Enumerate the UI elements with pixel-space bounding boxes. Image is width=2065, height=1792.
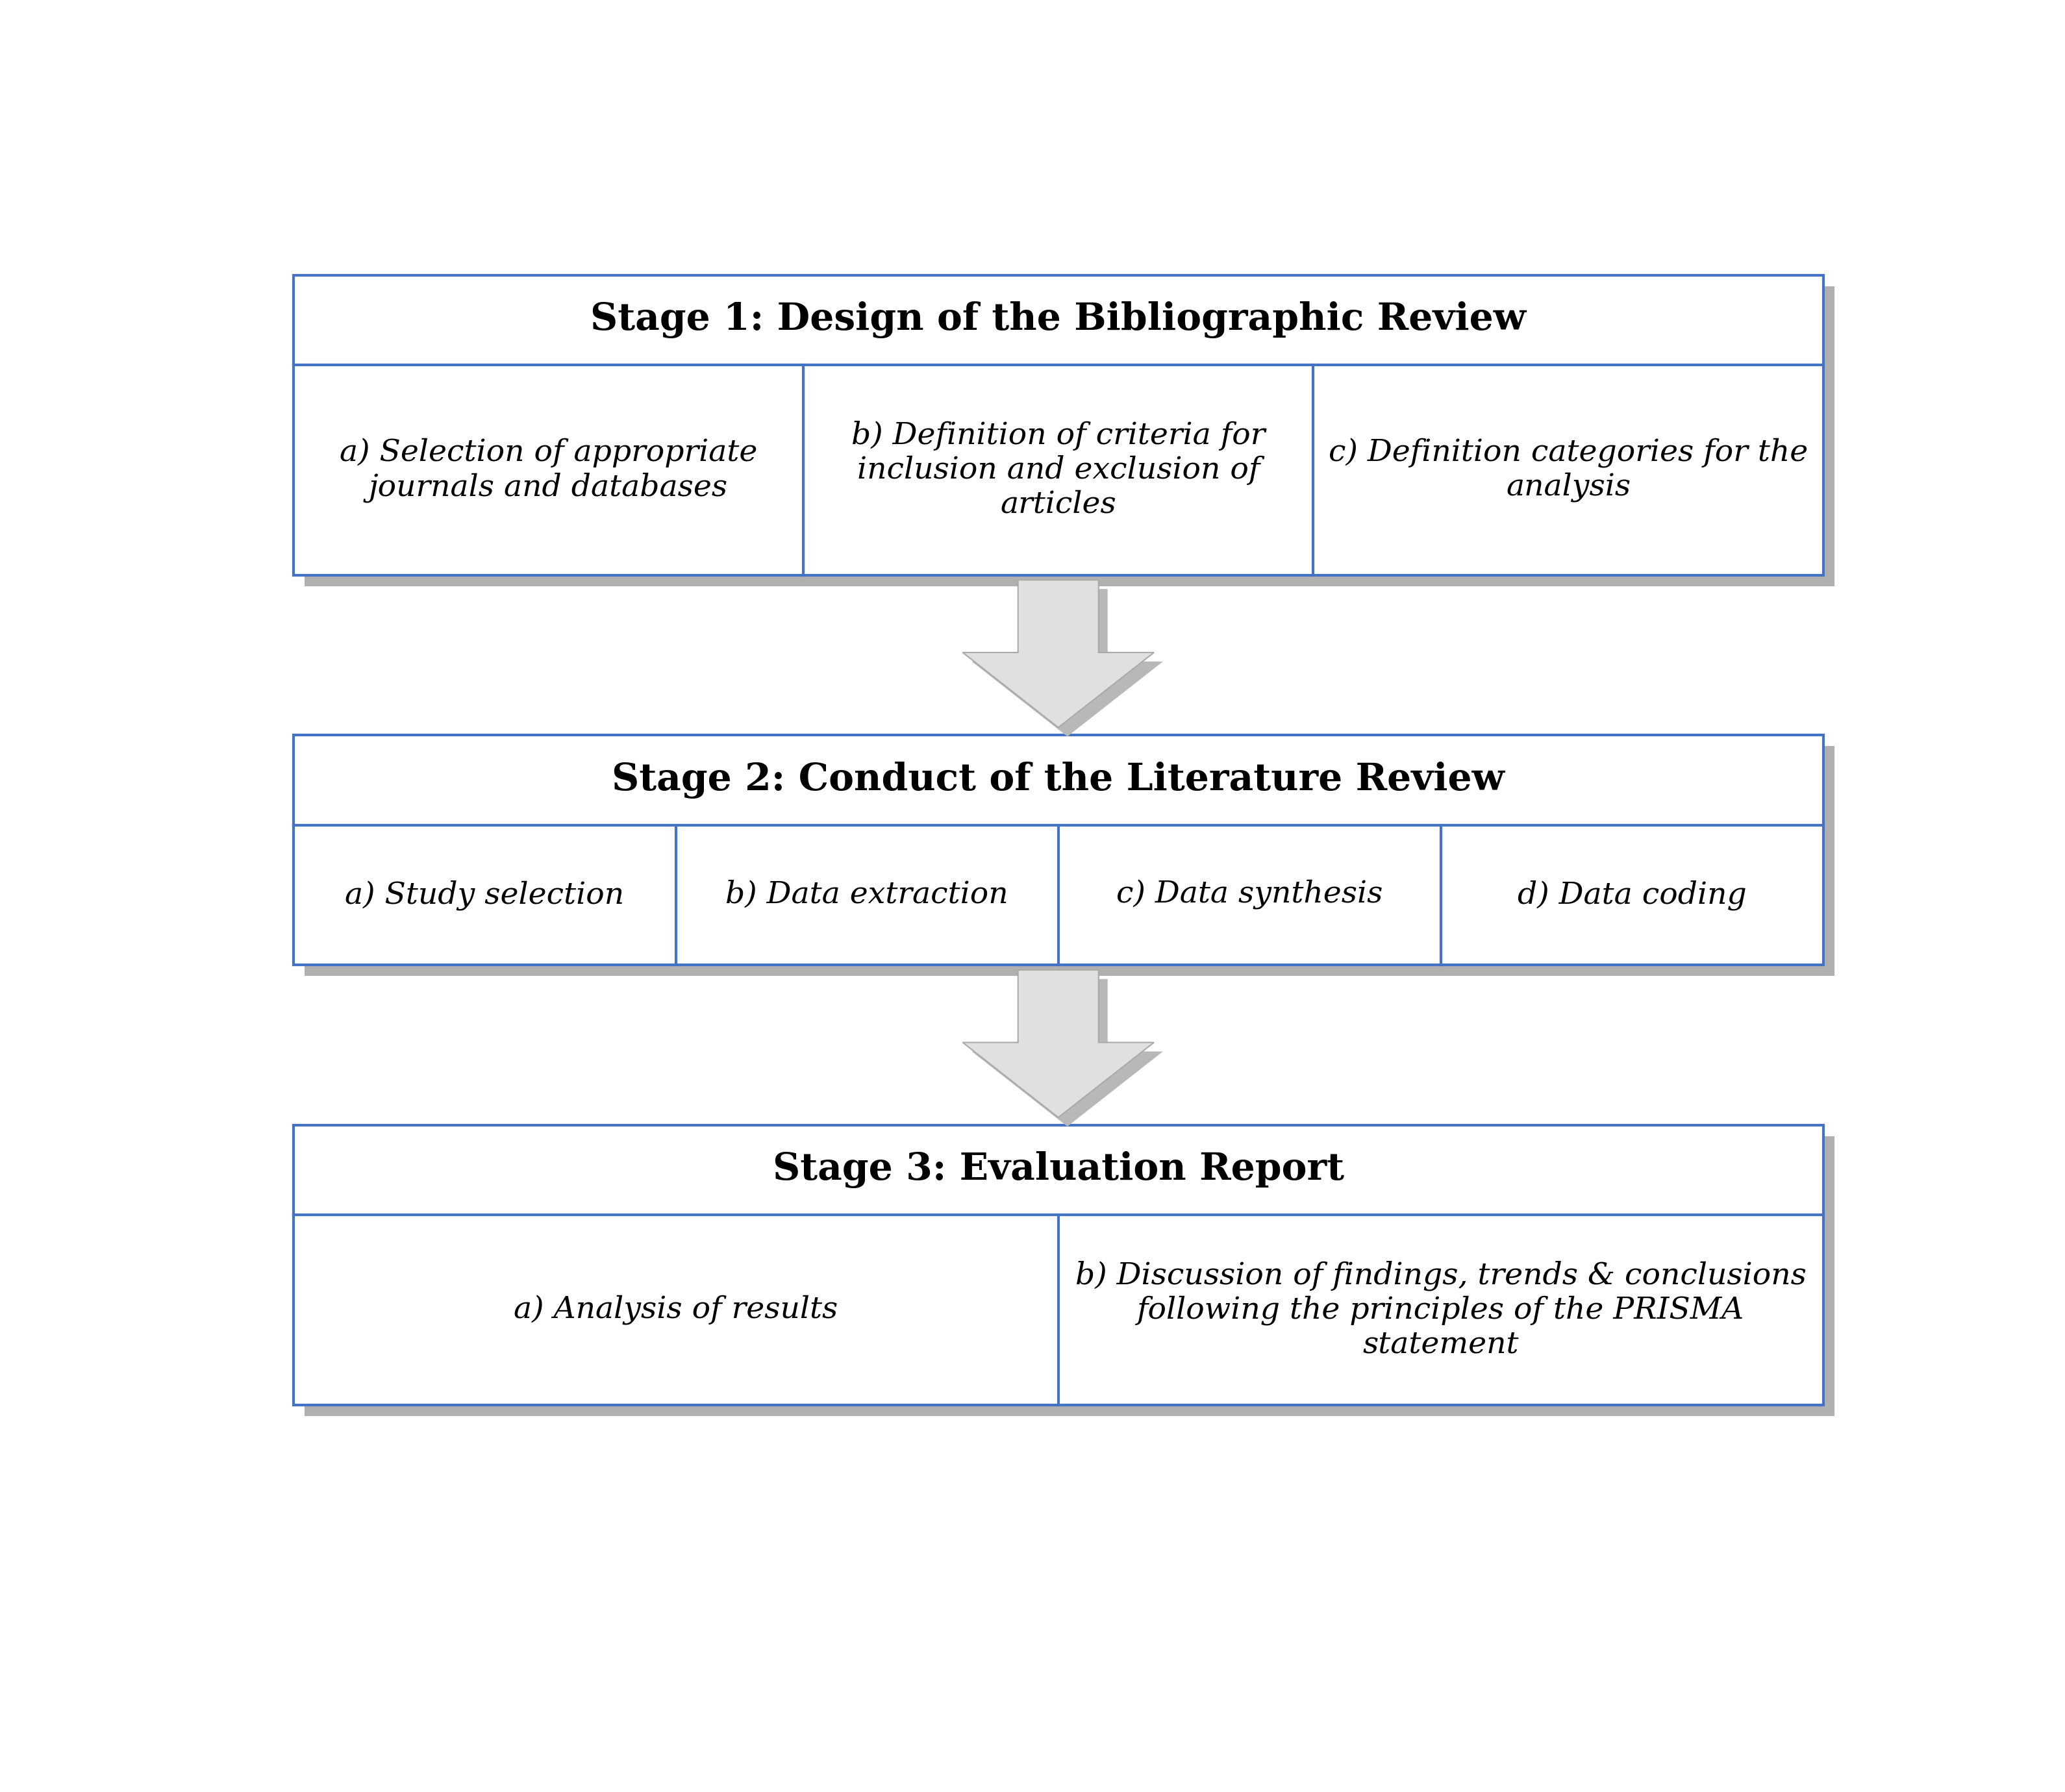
Text: Stage 2: Conduct of the Literature Review: Stage 2: Conduct of the Literature Revie…	[611, 762, 1505, 799]
Text: b) Data extraction: b) Data extraction	[725, 880, 1008, 910]
Bar	[293, 274, 1823, 575]
Bar	[304, 1136, 1834, 1416]
Text: a) Selection of appropriate
journals and databases: a) Selection of appropriate journals and…	[339, 437, 758, 502]
Text: b) Discussion of findings, trends & conclusions
following the principles of the : b) Discussion of findings, trends & conc…	[1076, 1262, 1807, 1358]
Polygon shape	[962, 969, 1154, 1118]
Text: b) Definition of criteria for
inclusion and exclusion of
articles: b) Definition of criteria for inclusion …	[851, 421, 1266, 520]
Text: c) Definition categories for the
analysis: c) Definition categories for the analysi…	[1328, 437, 1809, 502]
Text: a) Study selection: a) Study selection	[345, 880, 624, 910]
Text: a) Analysis of results: a) Analysis of results	[514, 1296, 838, 1324]
Polygon shape	[962, 581, 1154, 728]
Bar	[293, 1125, 1823, 1405]
Bar	[304, 287, 1834, 586]
Text: Stage 1: Design of the Bibliographic Review: Stage 1: Design of the Bibliographic Rev…	[591, 301, 1526, 339]
Bar	[304, 745, 1834, 977]
Polygon shape	[973, 590, 1163, 737]
Text: c) Data synthesis: c) Data synthesis	[1117, 880, 1384, 910]
Polygon shape	[973, 978, 1163, 1127]
Bar	[293, 735, 1823, 964]
Text: d) Data coding: d) Data coding	[1518, 880, 1747, 910]
Text: Stage 3: Evaluation Report: Stage 3: Evaluation Report	[772, 1152, 1344, 1188]
